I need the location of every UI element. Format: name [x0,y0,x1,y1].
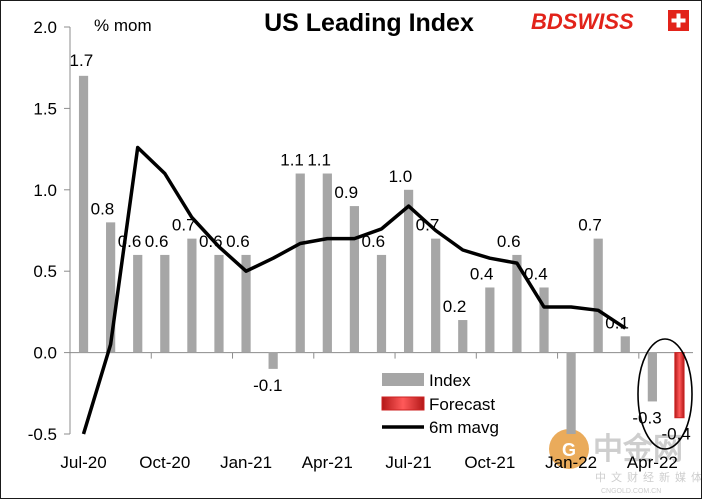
index-bar [403,189,414,353]
index-bar [593,238,603,353]
bars [78,75,685,434]
index-bar [431,238,441,353]
forecast-highlight-circle [637,338,693,450]
x-tick-label: Jul-21 [385,453,431,472]
data-label: 0.7 [416,216,440,235]
index-bar [268,352,278,369]
index-bar [539,287,549,353]
index-bar [187,238,197,353]
legend-swatch-forecast [381,396,425,411]
data-label: -0.1 [253,376,282,395]
watermark-url: CNGOLD.COM.CN [601,488,661,495]
legend: Index Forecast 6m mavg [381,371,499,437]
data-label: 0.2 [443,297,467,316]
forecast-bar [674,352,685,419]
mavg-line-group [81,145,627,435]
mavg-line [81,145,627,435]
y-tick-label: 2.0 [33,18,57,37]
x-tick-label: Apr-21 [302,453,353,472]
data-label: 1.1 [280,151,304,170]
legend-label-forecast: Forecast [429,395,495,414]
y-axis-unit: % mom [94,16,152,35]
index-bar [485,287,495,353]
x-tick-label: Jan-21 [220,453,272,472]
data-label: 0.4 [524,264,548,283]
data-label: 0.9 [334,183,358,202]
index-bar [647,352,657,402]
index-bar [349,206,360,353]
x-tick-label: Oct-20 [139,453,190,472]
index-bar [78,75,89,353]
data-label: 0.6 [145,232,169,251]
data-label: 0.4 [470,264,494,283]
y-tick-label: 0.5 [33,262,57,281]
x-tick-label: Apr-22 [627,453,678,472]
data-label: 0.7 [172,216,196,235]
x-tick-label: Jan-22 [545,453,597,472]
data-label: 1.1 [307,151,331,170]
index-bar [295,173,305,353]
index-bar [376,254,387,353]
x-tick-label: Jul-20 [60,453,106,472]
data-label: 0.6 [362,232,386,251]
data-label: 0.1 [605,313,629,332]
index-bar [458,320,468,353]
index-bar [322,173,332,353]
y-tick-label: 1.5 [33,99,57,118]
data-label: 0.6 [199,232,223,251]
data-label: 0.6 [497,232,521,251]
y-tick-label: 0.0 [33,344,57,363]
watermark-emblem-glyph: G [562,440,576,460]
data-label: 0.7 [578,216,602,235]
index-bar [512,254,522,353]
bdswiss-logo: BDSWISS [531,9,689,34]
data-label: 0.6 [118,232,142,251]
x-tick-label: Oct-21 [464,453,515,472]
chart-title: US Leading Index [264,9,474,37]
index-bar [241,254,251,353]
data-label: 0.8 [91,199,115,218]
data-label: 1.0 [389,167,413,186]
index-bar [106,222,116,353]
data-label: -0.3 [632,408,661,427]
index-bar [214,254,224,353]
legend-label-mavg: 6m mavg [429,418,499,437]
watermark-emblem-icon [549,429,589,469]
data-label: -0.4 [661,425,690,444]
index-bar [133,254,143,353]
watermark-logo: G 中金网 中文财经新媒体 CNGOLD.COM.CN [549,429,701,495]
index-bar [566,352,576,434]
legend-swatch-index [382,373,424,386]
logo-text: BDSWISS [531,9,634,34]
index-bar [620,336,630,353]
index-bar [160,254,170,353]
y-tick-label: -0.5 [28,425,57,444]
data-label: 0.6 [226,232,250,251]
y-tick-label: 1.0 [33,181,57,200]
watermark-sub: 中文财经新媒体 [595,470,701,484]
data-label: 1.7 [70,51,94,70]
legend-label-index: Index [429,371,471,390]
